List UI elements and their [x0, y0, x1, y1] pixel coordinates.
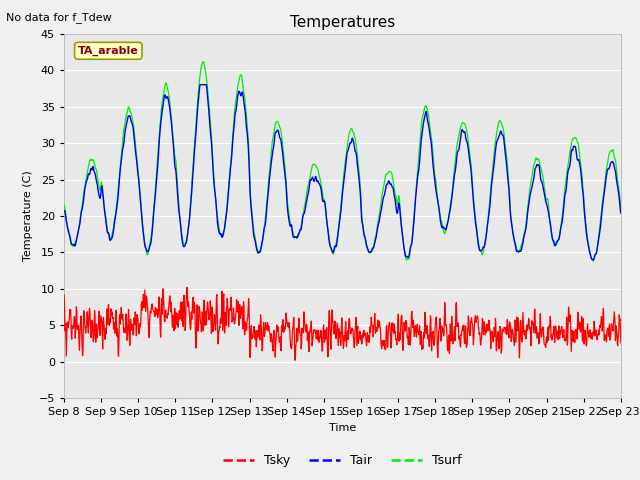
Title: Temperatures: Temperatures [290, 15, 395, 30]
Legend: Tsky, Tair, Tsurf: Tsky, Tair, Tsurf [218, 449, 467, 472]
Y-axis label: Temperature (C): Temperature (C) [23, 170, 33, 262]
X-axis label: Time: Time [329, 423, 356, 433]
Text: No data for f_Tdew: No data for f_Tdew [6, 12, 112, 23]
Text: TA_arable: TA_arable [78, 46, 139, 56]
